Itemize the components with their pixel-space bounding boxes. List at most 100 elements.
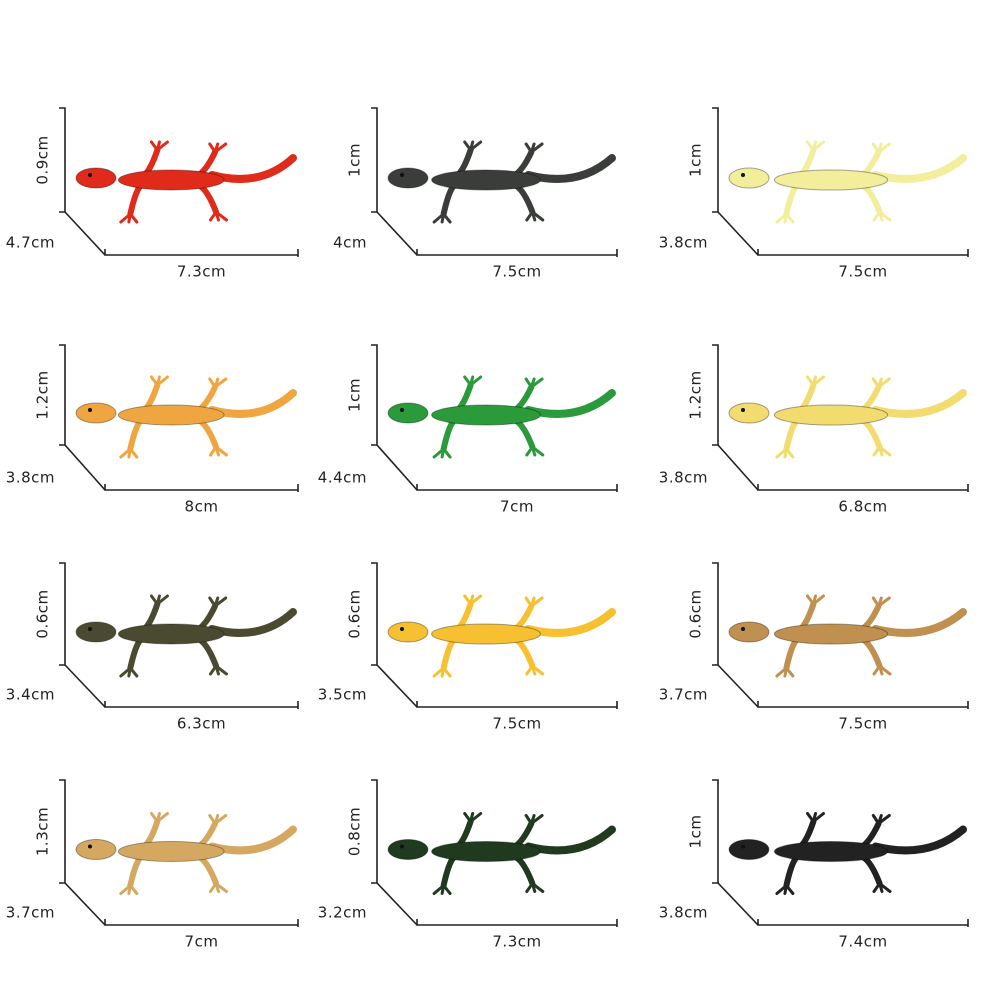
lizard-toe	[878, 664, 892, 676]
product-cell: 1cm 4.4cm 7cm	[318, 344, 618, 516]
lizard-toe	[529, 142, 544, 154]
height-label: 1cm	[346, 143, 364, 177]
lizard-body	[117, 169, 225, 191]
length-bracket	[757, 484, 969, 492]
lizard-head	[728, 402, 770, 424]
depth-line	[64, 664, 106, 708]
lizard-toe	[529, 814, 544, 825]
depth-line	[376, 211, 418, 256]
length-label: 6.3cm	[177, 715, 226, 733]
product-cell: 1cm 4cm 7.5cm	[333, 107, 618, 281]
height-bracket	[712, 107, 719, 213]
lizard-body	[117, 623, 225, 645]
lizard-toe	[442, 884, 452, 895]
product-cell: 1cm 3.8cm 7.4cm	[659, 779, 969, 951]
height-bracket	[59, 779, 66, 884]
lizard-toe	[128, 212, 139, 224]
height-bracket	[59, 562, 66, 666]
lizard-toe	[214, 445, 228, 457]
length-bracket	[104, 701, 299, 709]
lizard-tail	[871, 608, 967, 637]
lizard-eye	[741, 844, 745, 849]
lizard-toe	[811, 140, 825, 152]
lizard-eye	[400, 408, 404, 412]
length-bracket	[416, 701, 618, 709]
lizard-head	[387, 402, 429, 424]
lizard-toe	[878, 210, 892, 222]
product-cell: 1.3cm 3.7cm 7cm	[6, 779, 299, 951]
depth-label: 4.7cm	[6, 234, 55, 252]
lizard-toe	[530, 882, 545, 893]
depth-line	[717, 882, 759, 926]
lizard-body	[431, 404, 541, 426]
depth-label: 3.2cm	[318, 904, 367, 922]
lizard-body	[773, 841, 889, 862]
length-label: 7.5cm	[838, 263, 887, 281]
lizard-toe	[784, 666, 795, 678]
lizard-eye	[88, 408, 92, 412]
length-label: 7.3cm	[492, 933, 541, 951]
lizard-toe	[213, 814, 228, 825]
height-bracket	[371, 107, 378, 213]
product-cell: 1.2cm 3.8cm 6.8cm	[659, 344, 969, 516]
depth-label: 3.7cm	[659, 686, 708, 704]
lizard-tail	[871, 154, 967, 183]
product-cell: 0.9cm 4.7cm 7.3cm	[6, 107, 299, 281]
length-bracket	[104, 484, 299, 492]
height-label: 1.2cm	[34, 370, 52, 419]
lizard-toe	[530, 664, 545, 676]
lizard-head	[75, 839, 117, 860]
lizard-toe	[155, 812, 169, 823]
lizard-toe	[155, 140, 169, 152]
height-bracket	[371, 344, 378, 446]
height-label: 1.2cm	[687, 370, 705, 419]
lizard-toe	[878, 445, 892, 457]
lizard-head	[728, 839, 770, 860]
lizard-head	[728, 167, 770, 189]
product-cell: 1cm 3.8cm 7.5cm	[659, 107, 969, 281]
height-label: 0.9cm	[34, 135, 52, 184]
lizard-body	[431, 841, 541, 862]
length-label: 7cm	[500, 498, 534, 516]
lizard-toe	[530, 210, 545, 222]
height-label: 1cm	[687, 143, 705, 177]
lizard-eye	[400, 173, 404, 177]
lizard-toe	[442, 447, 452, 459]
length-label: 7.5cm	[838, 715, 887, 733]
lizard-toe	[878, 882, 892, 893]
depth-line	[376, 444, 418, 491]
depth-line	[717, 211, 759, 256]
lizard-tail	[524, 389, 616, 418]
lizard-eye	[741, 408, 745, 412]
depth-line	[64, 882, 106, 926]
product-cell: 0.6cm 3.5cm 7.5cm	[318, 562, 618, 733]
length-label: 7cm	[185, 933, 219, 951]
depth-line	[376, 882, 418, 926]
lizard-body	[431, 169, 541, 191]
product-cell: 1.2cm 3.8cm 8cm	[6, 344, 299, 516]
length-bracket	[416, 919, 618, 927]
lizard-eye	[400, 844, 404, 849]
lizard-body	[773, 169, 889, 191]
lizard-toe	[529, 596, 544, 608]
lizard-eye	[400, 627, 404, 631]
length-bracket	[416, 484, 618, 492]
lizard-tail	[524, 608, 616, 637]
product-cell: 0.8cm 3.2cm 7.3cm	[318, 779, 618, 951]
lizard-head	[728, 621, 770, 643]
depth-line	[64, 444, 106, 491]
length-label: 7.3cm	[177, 263, 226, 281]
lizard-toe	[784, 447, 795, 459]
height-label: 0.6cm	[687, 589, 705, 638]
depth-line	[717, 664, 759, 708]
lizard-tail	[524, 825, 616, 855]
lizard-toe	[811, 594, 825, 606]
height-bracket	[59, 107, 66, 213]
lizard-toe	[877, 377, 891, 389]
height-label: 0.8cm	[346, 807, 364, 856]
lizard-toe	[214, 882, 228, 893]
lizard-body	[431, 623, 541, 645]
